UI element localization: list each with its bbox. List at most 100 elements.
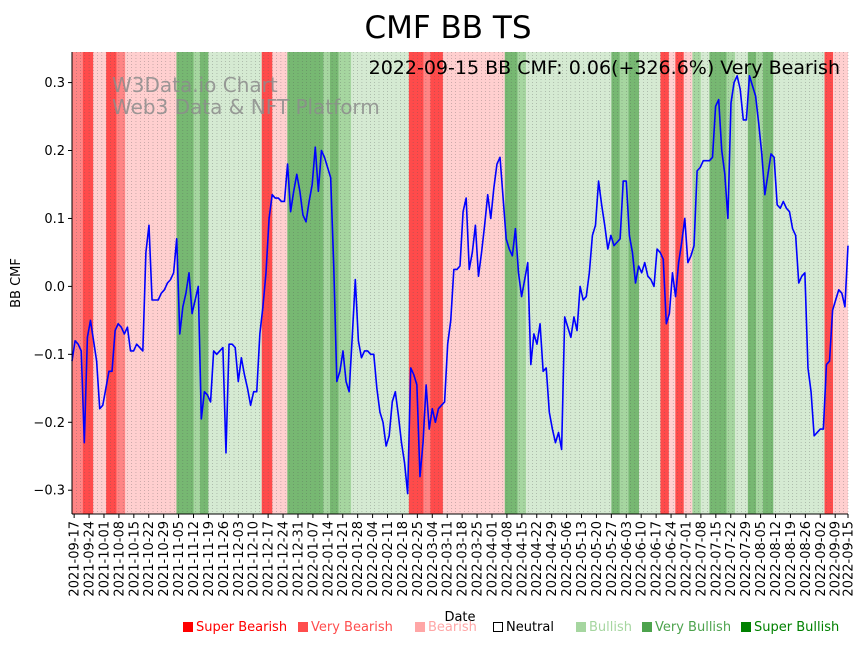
x-tick-label: 2022-02-18: [396, 521, 411, 597]
regime-band-very-bearish: [423, 52, 431, 514]
y-tick-label: 0.0: [44, 280, 65, 295]
x-tick-label: 2022-05-13: [575, 521, 590, 597]
x-tick-label: 2022-09-02: [814, 521, 829, 597]
x-tick-label: 2021-10-22: [142, 521, 157, 597]
cmf-series: [71, 74, 849, 495]
x-tick-label: 2022-04-01: [485, 521, 500, 597]
x-tick-label: 2022-07-01: [679, 521, 694, 597]
legend-swatch: [183, 622, 193, 632]
regime-band-very-bullish: [692, 52, 701, 514]
legend-label: Super Bullish: [754, 620, 840, 635]
x-tick-label: 2022-07-22: [724, 521, 739, 597]
legend: Super Bearish Very Bearish Bearish Neutral B…: [0, 620, 867, 640]
x-tick-label: 2021-11-19: [202, 521, 217, 597]
x-axis-ticks: 2021-09-17 2021-09-24 2021-10-01 2021-10-08…: [68, 514, 857, 597]
regime-band-super-bullish: [709, 52, 727, 514]
legend-item: Bullish: [576, 620, 632, 635]
regime-band-very-bullish: [323, 52, 330, 514]
x-tick-label: 2022-07-29: [739, 521, 754, 597]
x-tick-label: 2021-09-24: [83, 521, 98, 597]
x-tick-label: 2021-10-15: [127, 521, 142, 597]
regime-band-very-bullish: [756, 52, 763, 514]
legend-item: Very Bullish: [642, 620, 731, 635]
x-tick-label: 2022-04-29: [545, 521, 560, 597]
x-tick-label: 2022-03-11: [441, 521, 456, 597]
x-tick-label: 2021-12-31: [291, 521, 306, 597]
x-tick-label: 2022-08-05: [754, 521, 769, 597]
regime-band-bullish: [700, 52, 710, 514]
legend-label: Very Bearish: [311, 620, 393, 635]
regime-bands: [72, 52, 848, 514]
regime-band-very-bearish: [116, 52, 126, 514]
regime-band-bearish: [93, 52, 107, 514]
x-tick-label: 2022-08-19: [784, 521, 799, 597]
x-tick-label: 2022-08-12: [769, 521, 784, 597]
y-tick-label: 0.1: [44, 212, 65, 227]
x-tick-label: 2022-04-08: [500, 521, 515, 597]
regime-band-super-bullish: [176, 52, 194, 514]
x-tick-label: 2022-05-27: [605, 521, 620, 597]
legend-item: Super Bearish: [183, 620, 287, 635]
x-tick-label: 2021-12-17: [262, 521, 277, 597]
legend-label: Super Bearish: [196, 620, 288, 635]
regime-band-very-bullish: [193, 52, 200, 514]
x-tick-label: 2021-11-12: [187, 521, 202, 597]
x-tick-label: 2022-06-10: [635, 521, 650, 597]
x-tick-label: 2022-01-28: [351, 521, 366, 597]
regime-band-super-bearish: [106, 52, 117, 514]
regime-band-bullish: [526, 52, 612, 514]
x-tick-label: 2022-05-20: [590, 521, 605, 597]
regime-band-super-bullish: [287, 52, 324, 514]
x-tick-label: 2022-06-24: [665, 521, 680, 597]
x-tick-label: 2022-09-09: [829, 521, 844, 597]
x-tick-label: 2022-02-04: [366, 521, 381, 597]
chart-title: CMF BB TS: [364, 10, 531, 46]
regime-band-bearish: [833, 52, 848, 514]
x-tick-label: 2022-07-15: [709, 521, 724, 597]
legend-label: Neutral: [506, 620, 554, 635]
y-tick-label: −0.1: [33, 348, 65, 363]
cmf-line: [71, 74, 849, 495]
regime-band-very-bullish: [726, 52, 736, 514]
regime-band-super-bearish: [408, 52, 424, 514]
y-tick-label: 0.2: [44, 144, 65, 159]
regime-band-bearish: [683, 52, 693, 514]
x-tick-label: 2022-02-25: [411, 521, 426, 597]
x-tick-label: 2022-04-22: [530, 521, 545, 597]
regime-band-super-bullish: [747, 52, 757, 514]
x-tick-label: 2022-01-07: [306, 521, 321, 597]
regime-band-super-bullish: [628, 52, 640, 514]
y-tick-label: −0.3: [33, 484, 65, 499]
y-tick-label: 0.3: [44, 76, 65, 91]
regime-band-very-bullish: [619, 52, 629, 514]
legend-swatch: [493, 622, 503, 632]
legend-label: Bearish: [428, 620, 477, 635]
x-tick-label: 2021-10-08: [112, 521, 127, 597]
x-tick-label: 2021-12-03: [232, 521, 247, 597]
legend-swatch: [576, 622, 586, 632]
regime-band-very-bearish: [72, 52, 83, 514]
regime-band-super-bearish: [82, 52, 94, 514]
regime-band-bullish: [351, 52, 409, 514]
legend-item: Very Bearish: [298, 620, 393, 635]
x-tick-label: 2022-03-04: [426, 521, 441, 597]
x-tick-label: 2021-11-05: [172, 521, 187, 597]
regime-band-bullish: [208, 52, 262, 514]
regime-band-very-bullish: [517, 52, 527, 514]
regime-band-super-bearish: [430, 52, 443, 514]
x-tick-label: 2022-02-11: [381, 521, 396, 597]
legend-label: Bullish: [589, 620, 633, 635]
regime-band-super-bearish: [824, 52, 834, 514]
regime-band-super-bearish: [675, 52, 684, 514]
regime-band-super-bullish: [611, 52, 620, 514]
x-tick-label: 2022-05-06: [560, 521, 575, 597]
x-tick-label: 2022-04-15: [515, 521, 530, 597]
regime-band-super-bullish: [762, 52, 774, 514]
x-tick-label: 2021-10-29: [157, 521, 172, 597]
y-axis-label: BB CMF: [9, 258, 24, 308]
x-axis-label: Date: [444, 610, 475, 625]
x-tick-label: 2022-06-17: [650, 521, 665, 597]
x-tick-label: 2021-12-24: [277, 521, 292, 597]
legend-swatch: [415, 622, 425, 632]
